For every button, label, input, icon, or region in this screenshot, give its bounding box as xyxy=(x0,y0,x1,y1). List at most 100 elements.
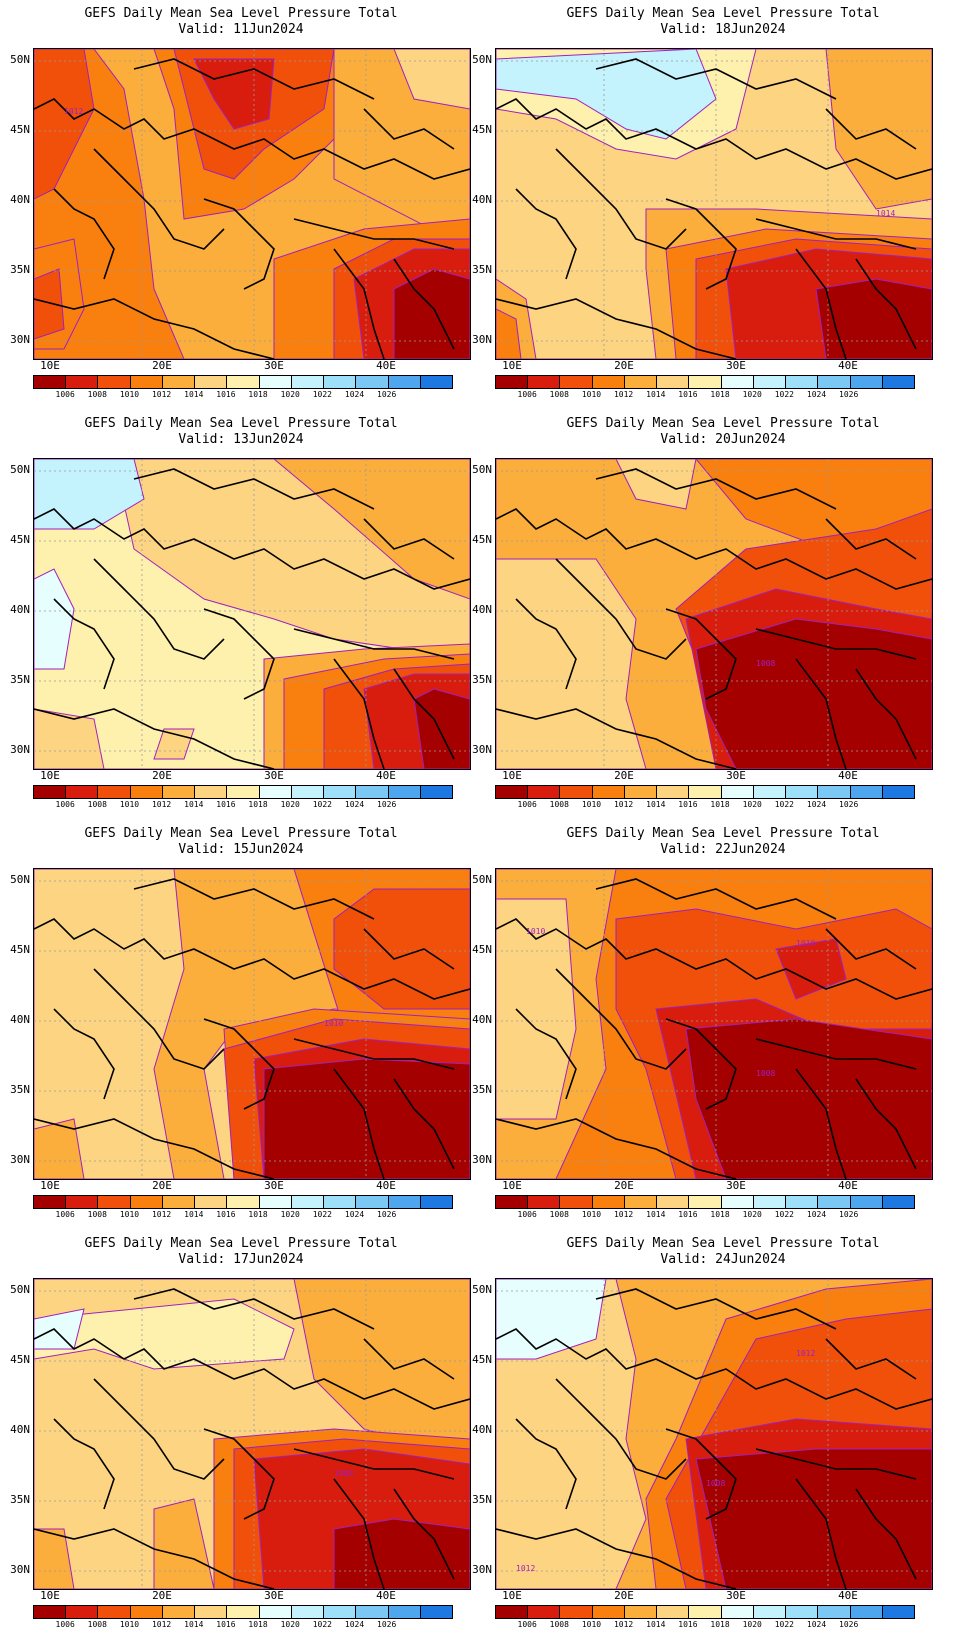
colorbar-label: 1016 xyxy=(678,1620,698,1629)
isobar-label: 1010 xyxy=(796,939,816,948)
longitude-tick-label: 30E xyxy=(264,359,284,372)
colorbar-swatch xyxy=(817,376,850,388)
panel-title: GEFS Daily Mean Sea Level Pressure Total xyxy=(566,826,880,841)
border-line xyxy=(393,1078,455,1170)
colorbar-label: 1022 xyxy=(312,390,332,399)
pressure-region xyxy=(695,618,932,769)
border-line xyxy=(496,298,737,359)
latitude-tick-label: 45N xyxy=(472,123,492,136)
colorbar-swatch xyxy=(785,1196,818,1208)
colorbar-swatch xyxy=(97,786,130,798)
border-line xyxy=(595,1288,837,1330)
latitude-tick-label: 50N xyxy=(472,53,492,66)
border-line xyxy=(795,248,847,359)
border-line xyxy=(333,1068,385,1179)
border-line xyxy=(393,1488,455,1580)
colorbar-label: 1016 xyxy=(678,390,698,399)
colorbar-label: 1012 xyxy=(613,800,634,809)
colorbar-swatch xyxy=(752,1196,786,1208)
border-line xyxy=(34,708,275,769)
colorbar-swatch xyxy=(65,1606,98,1618)
colorbar-label: 1026 xyxy=(839,1620,859,1629)
longitude-tick-label: 30E xyxy=(264,769,284,782)
colorbar-label: 1020 xyxy=(742,800,762,809)
colorbar-swatch xyxy=(688,786,721,798)
border-line xyxy=(496,1328,932,1410)
longitude-tick-label: 10E xyxy=(502,359,522,372)
pressure-region xyxy=(333,888,470,1010)
border-line xyxy=(515,1008,577,1100)
colorbar-swatch xyxy=(65,376,98,388)
colorbar-swatch xyxy=(720,1196,753,1208)
border-line xyxy=(34,298,275,359)
panel-valid-date: Valid: 11Jun2024 xyxy=(178,22,304,37)
colorbar-swatch xyxy=(752,376,786,388)
longitude-tick-label: 40E xyxy=(838,1589,858,1602)
pressure-region xyxy=(193,58,275,130)
colorbar-swatch xyxy=(496,786,528,798)
border-line xyxy=(496,508,932,590)
colorbar-swatch xyxy=(623,376,657,388)
colorbar xyxy=(495,375,915,389)
colorbar-swatch xyxy=(226,376,259,388)
longitude-tick-label: 10E xyxy=(40,1179,60,1192)
border-line xyxy=(333,1478,385,1589)
border-line xyxy=(555,558,687,660)
border-line xyxy=(855,1488,917,1580)
colorbar-label: 1008 xyxy=(87,800,107,809)
pressure-region xyxy=(153,1498,215,1589)
colorbar-label: 1024 xyxy=(344,1210,365,1219)
colorbar-swatch xyxy=(290,786,324,798)
colorbar-label: 1016 xyxy=(678,1210,698,1219)
colorbar-swatch xyxy=(785,376,818,388)
longitude-tick-label: 20E xyxy=(614,359,634,372)
border-line xyxy=(665,608,737,700)
colorbar-label: 1020 xyxy=(742,1210,762,1219)
colorbar-swatch xyxy=(194,376,227,388)
colorbar-label: 1006 xyxy=(55,800,75,809)
colorbar-swatch xyxy=(258,376,291,388)
colorbar-swatch xyxy=(688,1606,721,1618)
border-line xyxy=(53,598,115,690)
colorbar-swatch xyxy=(355,786,388,798)
longitude-tick-label: 40E xyxy=(376,769,396,782)
isobar-label: 1010 xyxy=(526,927,546,936)
colorbar-label: 1020 xyxy=(742,390,762,399)
colorbar-label: 1006 xyxy=(517,800,537,809)
colorbar-label: 1026 xyxy=(839,1210,859,1219)
border-line xyxy=(93,148,225,250)
colorbar-label: 1012 xyxy=(613,390,634,399)
panel-valid-date: Valid: 20Jun2024 xyxy=(660,432,786,447)
pressure-region xyxy=(496,1279,607,1360)
colorbar-label: 1026 xyxy=(377,1210,397,1219)
colorbar-label: 1010 xyxy=(581,800,602,809)
pressure-region xyxy=(695,1448,932,1589)
pressure-map: 1010 xyxy=(33,868,471,1180)
colorbar-label: 1026 xyxy=(839,390,859,399)
latitude-tick-label: 40N xyxy=(10,1013,30,1026)
border-line xyxy=(755,218,917,250)
colorbar-swatch xyxy=(387,1606,420,1618)
colorbar-label: 1014 xyxy=(646,800,666,809)
colorbar-label: 1018 xyxy=(710,800,730,809)
latitude-tick-label: 30N xyxy=(10,1153,30,1166)
longitude-tick-label: 10E xyxy=(40,1589,60,1602)
latitude-tick-label: 30N xyxy=(10,1563,30,1576)
colorbar-swatch xyxy=(387,376,420,388)
map-panel: GEFS Daily Mean Sea Level Pressure Total… xyxy=(472,0,964,410)
border-line xyxy=(755,1448,917,1480)
pressure-region xyxy=(34,568,75,670)
colorbar-swatch xyxy=(290,1606,324,1618)
colorbar-label: 1018 xyxy=(710,1210,730,1219)
colorbar-swatch xyxy=(849,786,882,798)
border-line xyxy=(53,188,115,280)
longitude-tick-label: 10E xyxy=(502,1179,522,1192)
isobar-label: 1008 xyxy=(334,1469,354,1478)
colorbar-swatch xyxy=(258,786,291,798)
pressure-region xyxy=(34,49,95,200)
border-line xyxy=(515,598,577,690)
border-line xyxy=(825,108,917,150)
colorbar xyxy=(495,1605,915,1619)
border-line xyxy=(34,918,470,1000)
longitude-tick-label: 20E xyxy=(152,769,172,782)
